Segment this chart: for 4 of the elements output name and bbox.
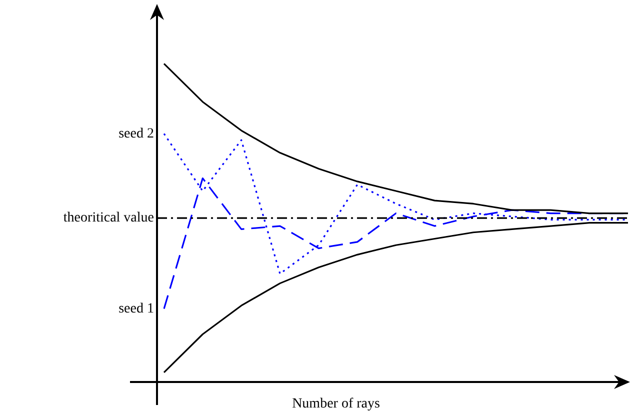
x-axis-title: Number of rays: [292, 396, 380, 412]
ref-line-label: theoritical value: [63, 210, 154, 226]
series-label: seed 1: [118, 301, 154, 316]
series-label: seed 2: [118, 126, 154, 142]
